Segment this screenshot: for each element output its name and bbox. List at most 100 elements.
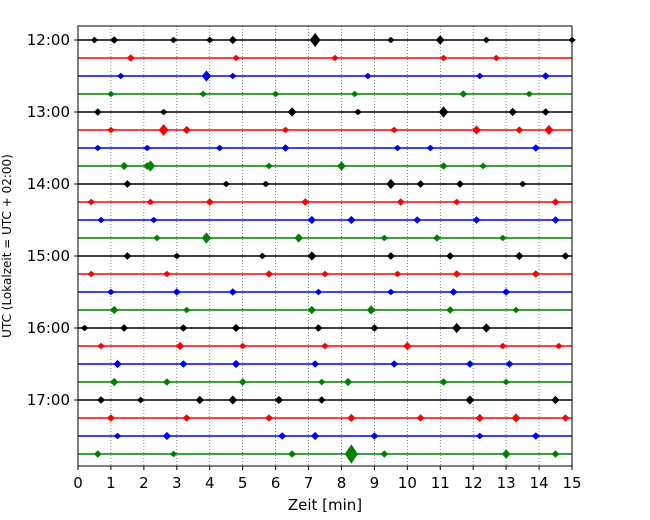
trace-event: [107, 126, 115, 134]
trace-event: [169, 450, 178, 458]
trace-event: [199, 90, 207, 98]
trace-event: [551, 198, 560, 206]
trace-event: [158, 123, 169, 137]
trace-event: [179, 360, 188, 368]
trace-event: [435, 35, 445, 45]
trace-event: [287, 107, 297, 117]
trace-event: [426, 144, 435, 152]
trace-event: [380, 450, 389, 458]
trace-event: [544, 124, 554, 136]
trace-event: [541, 108, 550, 116]
trace-event: [363, 72, 372, 80]
trace-17:00: [78, 395, 572, 405]
trace-event: [347, 413, 356, 423]
trace-event: [93, 144, 102, 152]
trace-event: [163, 270, 171, 278]
trace-event: [107, 288, 115, 296]
trace-event: [354, 108, 362, 116]
x-tick-label: 8: [337, 474, 347, 492]
trace-event: [502, 288, 511, 296]
trace-event: [511, 413, 521, 423]
trace-event: [310, 431, 320, 441]
trace-event: [261, 180, 270, 188]
trace-event: [120, 324, 129, 332]
y-tick-label: 15:00: [27, 247, 70, 265]
trace-event: [370, 432, 379, 440]
trace-event: [475, 432, 484, 440]
trace-event: [393, 144, 402, 152]
trace-event: [449, 288, 458, 296]
trace-event: [143, 144, 151, 152]
trace-event: [110, 36, 119, 44]
trace-event: [281, 144, 290, 152]
x-axis-label: Zeit [min]: [288, 496, 362, 514]
trace-event: [541, 72, 550, 80]
trace-event: [169, 36, 178, 44]
trace-event: [387, 288, 395, 296]
trace-event: [515, 251, 524, 261]
y-tick-label: 17:00: [27, 391, 70, 409]
trace-event: [309, 33, 321, 47]
trace-event: [97, 342, 105, 350]
trace-14:30: [78, 215, 572, 225]
trace-event: [97, 396, 106, 404]
trace-event: [314, 288, 323, 296]
trace-16:15: [78, 341, 572, 351]
trace-event: [452, 198, 461, 206]
trace-event: [482, 36, 491, 44]
trace-event: [456, 180, 465, 188]
x-tick-label: 5: [238, 474, 248, 492]
trace-event: [311, 360, 320, 368]
trace-event: [512, 306, 520, 314]
y-tick-label: 13:00: [27, 103, 70, 121]
trace-event: [201, 232, 212, 244]
trace-event: [159, 108, 168, 116]
trace-event: [531, 432, 540, 440]
trace-event: [475, 72, 484, 80]
trace-13:45: [78, 160, 572, 172]
trace-12:45: [78, 90, 572, 98]
trace-event: [149, 216, 158, 224]
trace-event: [347, 215, 356, 225]
trace-event: [228, 35, 237, 45]
trace-event: [344, 444, 358, 464]
trace-event: [228, 72, 237, 80]
trace-event: [459, 90, 468, 98]
y-tick-label: 14:00: [27, 175, 70, 193]
trace-event: [370, 324, 379, 332]
trace-event: [281, 126, 290, 134]
trace-event: [501, 449, 511, 459]
trace-event: [465, 395, 475, 405]
trace-event: [222, 180, 231, 188]
trace-event: [452, 270, 461, 278]
trace-event: [205, 198, 214, 206]
trace-event: [499, 342, 507, 350]
trace-event: [472, 216, 481, 224]
x-tick-label: 12: [464, 474, 483, 492]
y-tick-label: 12:00: [27, 31, 70, 49]
trace-event: [80, 324, 89, 332]
trace-event: [126, 54, 135, 62]
trace-event: [439, 378, 448, 386]
trace-event: [265, 270, 274, 278]
trace-event: [116, 72, 125, 80]
x-tick-label: 13: [497, 474, 516, 492]
trace-12:00: [78, 33, 576, 47]
trace-event: [182, 306, 191, 314]
trace-event: [561, 414, 570, 422]
trace-event: [146, 198, 155, 206]
trace-event: [482, 323, 491, 333]
trace-event: [119, 161, 129, 171]
trace-event: [321, 342, 329, 350]
trace-event: [343, 377, 353, 387]
trace-event: [518, 180, 527, 188]
x-tick-label: 4: [205, 474, 215, 492]
x-axis-ticks: 0 1 2 3 4 5 6 7 8 9 10 11 12 13 14 15: [73, 466, 582, 492]
trace-17:15: [78, 413, 572, 423]
x-tick-label: 15: [562, 474, 581, 492]
trace-event: [386, 178, 396, 190]
trace-event: [561, 252, 570, 260]
trace-event: [201, 70, 212, 82]
trace-event: [393, 270, 402, 278]
